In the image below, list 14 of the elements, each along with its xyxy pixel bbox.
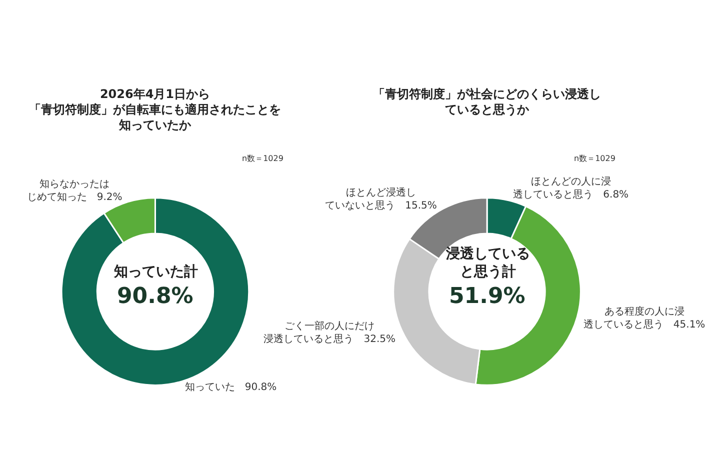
slice-label: ある程度の人に浸透していると思う 45.1% bbox=[583, 305, 706, 330]
text: n数＝1029 bbox=[574, 154, 616, 163]
text: 知っていた計 bbox=[113, 264, 198, 280]
text: n数＝1029 bbox=[242, 154, 284, 163]
chart-title: 2026年4月1日から「青切符制度」が自転車にも適用されたことを知っていたか bbox=[29, 87, 281, 132]
slice-label: 知らなかったはじめて知った 9.2% bbox=[26, 178, 122, 203]
chart-title: 「青切符制度」が社会にどのくらい浸透していると思うか bbox=[373, 87, 601, 117]
text: 51.9% bbox=[449, 284, 526, 309]
data-label: 90.8% bbox=[117, 284, 194, 309]
slice-label: ほとんどの人に浸透していると思う 6.8% bbox=[513, 176, 629, 201]
text: 浸透していると思う計 bbox=[445, 246, 530, 280]
slice-label: ごく一部の人にだけ浸透していると思う 32.5% bbox=[264, 320, 396, 345]
slice-label: ほとんど浸透していないと思う 15.5% bbox=[325, 186, 437, 212]
slice-label: 知っていた 90.8% bbox=[184, 380, 277, 393]
